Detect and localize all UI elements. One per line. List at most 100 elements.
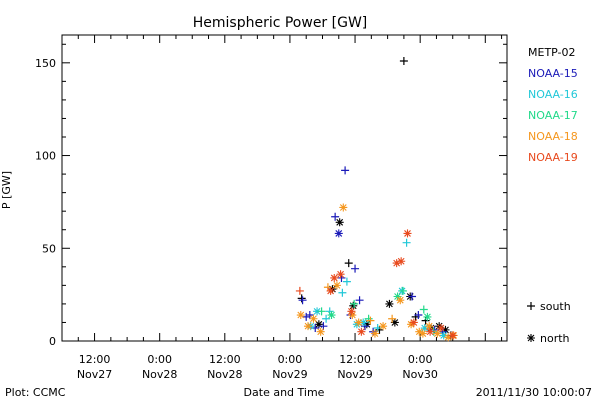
north-point <box>296 311 305 320</box>
south-point <box>419 305 428 314</box>
series-noaa-19 <box>295 229 457 340</box>
north-point <box>385 299 394 308</box>
marker-legend-label: north <box>540 332 570 345</box>
south-point <box>408 292 417 301</box>
south-point <box>322 314 331 323</box>
south-point <box>398 286 407 295</box>
south-point <box>351 264 360 273</box>
south-point <box>297 294 306 303</box>
north-point <box>418 329 427 338</box>
series-noaa-18 <box>296 203 458 342</box>
x-tick-date-label: Nov30 <box>402 368 437 381</box>
y-axis: 0 50 100 150 <box>35 43 507 348</box>
north-point <box>314 320 323 329</box>
north-point <box>335 218 344 227</box>
data-points <box>295 56 458 342</box>
x-axis-label: Date and Time <box>244 386 325 399</box>
north-point <box>415 327 424 336</box>
north-point <box>425 322 434 331</box>
north-point <box>336 270 345 279</box>
y-tick-label: 100 <box>35 150 56 163</box>
north-point <box>433 329 442 338</box>
north-point <box>354 318 363 327</box>
y-tick-label: 50 <box>42 242 56 255</box>
south-point <box>341 166 350 175</box>
north-point <box>357 327 366 336</box>
north-point <box>420 324 429 333</box>
north-point <box>327 311 336 320</box>
legend-item-noaa-17: NOAA-17 <box>528 109 578 122</box>
north-point <box>339 203 348 212</box>
south-point <box>302 312 311 321</box>
north-point <box>379 322 388 331</box>
x-tick-date-label: Nov28 <box>142 368 177 381</box>
south-point <box>402 238 411 247</box>
x-tick-label: 12:00 <box>79 353 111 366</box>
marker-legend: south north <box>527 300 571 345</box>
y-tick-label: 150 <box>35 57 56 70</box>
north-point <box>439 331 448 340</box>
legend-item-noaa-19: NOAA-19 <box>528 151 578 164</box>
south-point <box>375 325 384 334</box>
south-point <box>298 296 307 305</box>
north-marker-icon <box>527 334 535 342</box>
north-point <box>309 314 318 323</box>
legend-item-noaa-16: NOAA-16 <box>528 88 578 101</box>
south-point <box>350 299 359 308</box>
legend-item-noaa-18: NOAA-18 <box>528 130 578 143</box>
plot-credit: Plot: CCMC <box>5 386 66 399</box>
x-tick-date-label: Nov27 <box>77 368 112 381</box>
legend-item-metp-02: METP-02 <box>528 46 576 59</box>
x-axis: 12:00 Nov27 0:00 Nov28 12:00 Nov28 0:00 Nov29 12… <box>77 35 503 381</box>
north-point <box>332 281 341 290</box>
y-axis-label: P [GW] <box>0 171 13 209</box>
south-point <box>331 212 340 221</box>
north-point <box>334 229 343 238</box>
south-point <box>366 316 375 325</box>
north-point <box>436 324 445 333</box>
north-point <box>370 329 379 338</box>
marker-legend-label: south <box>540 300 571 313</box>
north-point <box>393 292 402 301</box>
south-point <box>364 314 373 323</box>
x-tick-date-label: Nov29 <box>337 368 372 381</box>
north-point <box>407 320 416 329</box>
south-point <box>338 288 347 297</box>
x-tick-date-label: Nov29 <box>272 368 307 381</box>
y-tick-label: 0 <box>49 335 56 348</box>
south-point <box>305 311 314 320</box>
south-point <box>414 311 423 320</box>
north-point <box>403 229 412 238</box>
plot-timestamp: 2011/11/30 10:00:07 <box>476 386 592 399</box>
x-tick-label: 0:00 <box>408 353 433 366</box>
north-point <box>316 327 325 336</box>
north-point <box>304 322 313 331</box>
x-tick-label: 12:00 <box>209 353 241 366</box>
chart-title: Hemispheric Power [GW] <box>193 15 368 31</box>
legend: METP-02 NOAA-15 NOAA-16 NOAA-17 NOAA-18 NOAA-… <box>528 46 578 164</box>
south-point <box>388 314 397 323</box>
legend-item-noaa-15: NOAA-15 <box>528 67 578 80</box>
north-point <box>348 311 357 320</box>
plot-frame <box>61 34 508 342</box>
south-point <box>317 307 326 316</box>
north-point <box>330 273 339 282</box>
south-point <box>399 56 408 65</box>
x-tick-date-label: Nov28 <box>207 368 242 381</box>
north-point <box>441 325 450 334</box>
north-point <box>313 307 322 316</box>
north-point <box>359 318 368 327</box>
north-point <box>423 312 432 321</box>
south-point <box>342 277 351 286</box>
north-point <box>397 257 406 266</box>
north-point <box>396 296 405 305</box>
x-tick-label: 0:00 <box>278 353 303 366</box>
south-point <box>295 286 304 295</box>
north-point <box>409 318 418 327</box>
north-point <box>426 327 435 336</box>
series-noaa-16 <box>306 238 448 340</box>
south-point <box>344 259 353 268</box>
north-point <box>326 286 335 295</box>
north-point <box>349 301 358 310</box>
north-point <box>444 333 453 342</box>
